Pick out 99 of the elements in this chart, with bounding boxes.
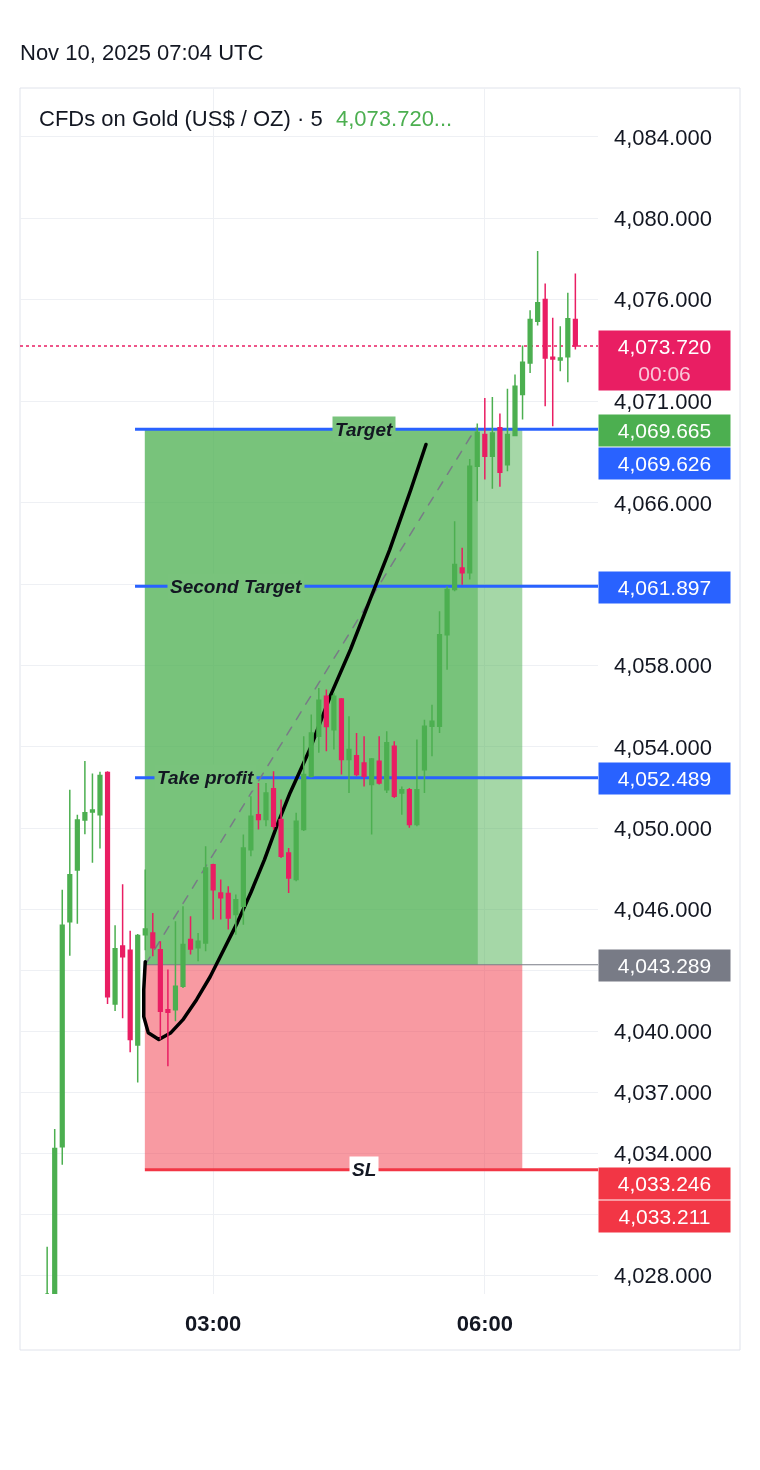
candlestick [301, 735, 307, 832]
text: CFDs on Gold (US$ / OZ) · 5 [39, 106, 323, 131]
ref-line-label: 4,052.489 [617, 767, 712, 791]
candlestick [150, 912, 156, 957]
candlestick [203, 845, 209, 953]
candlestick [270, 770, 277, 831]
candlestick [474, 422, 480, 502]
ref-line-label: 4,061.897 [617, 576, 712, 600]
candlestick [323, 688, 329, 752]
candlestick [308, 713, 314, 779]
chart-title: Nov 10, 2025 07:04 UTC [20, 39, 264, 65]
candlestick [286, 847, 292, 894]
candlestick [519, 344, 526, 421]
candlestick [97, 770, 103, 850]
candlestick [391, 740, 397, 799]
candlestick [278, 798, 284, 859]
line-series [142, 442, 428, 1042]
y-tick-label: 4,076.000 [614, 287, 712, 313]
candlestick [44, 1246, 50, 1294]
candlestick [255, 782, 262, 831]
candlestick [165, 968, 171, 1067]
annotation: SL [352, 1159, 377, 1180]
candlestick [210, 863, 216, 921]
candlestick [187, 915, 194, 956]
ref-line-label: 4,043.289 [617, 954, 712, 978]
candlestick [293, 812, 299, 882]
candlestick [240, 833, 246, 926]
candlestick [112, 924, 118, 1012]
x-tick-label: 06:00 [456, 1311, 513, 1336]
candlestick [263, 782, 269, 827]
candlestick [172, 920, 179, 1023]
candlestick [429, 703, 435, 758]
candlestick [104, 770, 111, 1005]
candlestick [353, 732, 360, 777]
ref-line-label: 4,073.720 00:06 [617, 335, 712, 386]
y-tick-label: 4,071.000 [614, 388, 712, 414]
y-tick-label: 4,046.000 [614, 897, 712, 923]
candlestick [436, 610, 443, 734]
candlestick [369, 757, 375, 836]
candlestick [399, 785, 405, 816]
y-tick-label: 4,028.000 [614, 1263, 712, 1289]
candlestick [233, 893, 239, 936]
y-tick-label: 4,054.000 [614, 734, 712, 760]
candlestick [225, 885, 231, 931]
candlestick [527, 309, 533, 374]
candlestick [384, 730, 390, 794]
candlestick [338, 697, 345, 776]
candlestick [535, 250, 541, 327]
candlestick [346, 715, 352, 794]
y-tick-label: 4,084.000 [614, 124, 712, 150]
annotation: Target [335, 419, 394, 440]
candlestick [512, 373, 518, 437]
candlestick [52, 1128, 58, 1294]
candlestick [127, 930, 133, 1053]
candlestick [504, 388, 511, 472]
candlestick [331, 692, 337, 751]
y-tick-label: 4,050.000 [614, 815, 712, 841]
ref-line-label: 4,033.211 [618, 1205, 711, 1229]
candlestick [482, 397, 488, 481]
candlestick [557, 325, 563, 373]
x-tick-label: 03:00 [185, 1311, 242, 1336]
candlestick [195, 932, 201, 963]
annotation: Second Target [170, 576, 302, 597]
candlestick [82, 760, 88, 835]
candlestick [414, 738, 420, 827]
y-tick-label: 4,058.000 [614, 653, 712, 679]
candlestick [180, 905, 186, 989]
candlestick [67, 788, 73, 957]
candlestick [452, 520, 458, 592]
candlestick [89, 772, 96, 864]
candlestick [489, 396, 495, 490]
ref-line-label: 4,069.626 [617, 452, 712, 476]
annotation: 4,073.720... [336, 106, 453, 131]
candlestick [421, 718, 428, 794]
y-tick-label: 4,080.000 [614, 205, 712, 231]
candlestick [142, 868, 148, 952]
candlestick [135, 933, 141, 1084]
candlestick [248, 795, 254, 858]
candlestick [218, 878, 224, 921]
annotation: Take profit [157, 767, 255, 788]
candlestick [316, 687, 322, 754]
candlestick [361, 735, 367, 788]
y-tick-label: 4,037.000 [614, 1080, 712, 1106]
y-tick-label: 4,034.000 [614, 1141, 712, 1167]
candlestick [120, 883, 126, 1019]
candlestick [157, 940, 163, 1041]
candlestick [497, 412, 503, 488]
text: 4,069.665 [617, 419, 712, 443]
candlestick [565, 292, 571, 384]
y-tick-label: 4,066.000 [614, 490, 712, 516]
candlestick [59, 888, 65, 1166]
candlestick [444, 585, 450, 671]
candlestick [376, 735, 382, 786]
candlestick [467, 458, 473, 581]
y-tick-label: 4,040.000 [614, 1019, 712, 1045]
candlestick [74, 813, 80, 925]
candlestick [459, 547, 465, 586]
text: 4,033.246 [617, 1172, 712, 1196]
candlestick [406, 787, 412, 829]
